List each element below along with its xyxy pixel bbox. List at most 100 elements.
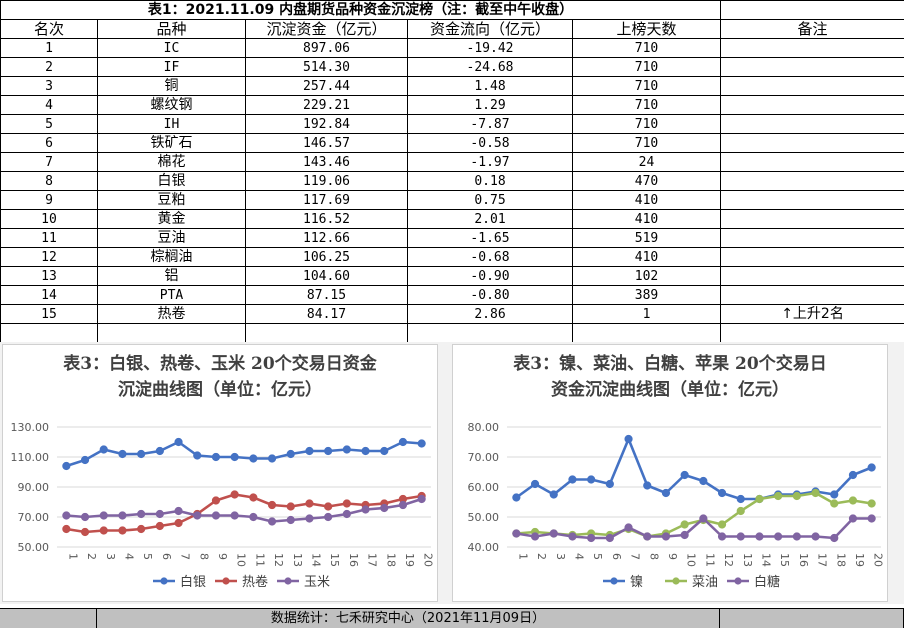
cell-note bbox=[720, 76, 904, 96]
data-point bbox=[380, 446, 389, 456]
data-point bbox=[267, 454, 277, 463]
data-point bbox=[848, 514, 858, 523]
cell-note bbox=[720, 114, 904, 134]
cell-days: 102 bbox=[571, 266, 722, 286]
data-point bbox=[774, 532, 783, 541]
legend-label: 镍 bbox=[630, 575, 643, 590]
x-tick-label: 5 bbox=[591, 553, 604, 560]
fund-ranking-table: 表1：2021.11.09 内盘期货品种资金沉淀榜（注：截至中午收盘） 名次 品… bbox=[0, 0, 904, 343]
cell-flow: -24.68 bbox=[407, 57, 573, 77]
cell-fund: 117.69 bbox=[245, 190, 408, 210]
table-row: 1 IC 897.06 -19.42 710 bbox=[0, 38, 904, 58]
data-point bbox=[99, 526, 108, 535]
legend-marker bbox=[672, 577, 680, 585]
data-point bbox=[755, 532, 764, 541]
data-point bbox=[680, 470, 689, 480]
data-point bbox=[118, 449, 127, 459]
y-tick-label: 70.00 bbox=[18, 511, 50, 524]
cell-name: 热卷 bbox=[97, 304, 246, 324]
data-point bbox=[811, 532, 820, 541]
cell-note bbox=[720, 285, 904, 305]
table-body: 1 IC 897.06 -19.42 710 2 IF 514.30 -24.68 710 3 铜 25… bbox=[0, 38, 904, 324]
data-point bbox=[155, 521, 164, 531]
header-days: 上榜天数 bbox=[571, 19, 722, 39]
data-point bbox=[661, 532, 671, 541]
x-tick-label: 2 bbox=[85, 553, 98, 560]
header-rank: 名次 bbox=[0, 19, 98, 39]
data-point bbox=[342, 499, 351, 508]
chart-left-title: 表3：白银、热卷、玉米 20个交易日资金 沉淀曲线图（单位：亿元） bbox=[3, 351, 437, 403]
cell-fund: 146.57 bbox=[245, 133, 408, 153]
cell-rank: 1 bbox=[0, 38, 98, 58]
cell-rank: 14 bbox=[0, 285, 98, 305]
cell-rank: 3 bbox=[0, 76, 98, 96]
data-point bbox=[267, 500, 277, 510]
cell-rank: 11 bbox=[0, 228, 98, 248]
data-point bbox=[417, 494, 426, 504]
cell-fund: 87.15 bbox=[245, 285, 408, 305]
cell-fund: 192.84 bbox=[245, 114, 408, 134]
table-title: 表1：2021.11.09 内盘期货品种资金沉淀榜（注：截至中午收盘） bbox=[0, 0, 722, 20]
y-tick-label: 110.00 bbox=[11, 451, 50, 464]
data-point bbox=[324, 512, 333, 522]
data-point bbox=[848, 496, 858, 505]
x-tick-label: 20 bbox=[872, 553, 885, 567]
table-row: 2 IF 514.30 -24.68 710 bbox=[0, 57, 904, 77]
cell-note bbox=[720, 38, 904, 58]
data-point bbox=[512, 529, 521, 538]
cell-note bbox=[720, 190, 904, 210]
x-tick-label: 7 bbox=[179, 553, 192, 560]
cell-fund: 106.25 bbox=[245, 247, 408, 267]
x-tick-label: 2 bbox=[535, 553, 548, 560]
x-tick-label: 16 bbox=[797, 553, 810, 567]
table-row: 12 棕榈油 106.25 -0.68 410 bbox=[0, 247, 904, 267]
header-name: 品种 bbox=[97, 19, 246, 39]
cell-name: 铁矿石 bbox=[97, 133, 246, 153]
data-point bbox=[324, 446, 333, 456]
cell-note bbox=[720, 95, 904, 115]
legend-marker bbox=[734, 577, 742, 585]
cell-rank: 5 bbox=[0, 114, 98, 134]
x-tick-label: 12 bbox=[272, 553, 285, 567]
cell-note bbox=[720, 57, 904, 77]
data-point bbox=[118, 511, 127, 520]
cell-fund: 119.06 bbox=[245, 171, 408, 191]
cell-fund: 514.30 bbox=[245, 57, 408, 77]
data-point bbox=[717, 488, 727, 498]
data-point bbox=[661, 488, 671, 498]
legend-label: 玉米 bbox=[304, 575, 330, 590]
cell-days: 1 bbox=[571, 304, 722, 324]
cell-days: 24 bbox=[571, 152, 722, 172]
x-tick-label: 1 bbox=[66, 553, 79, 560]
legend-label: 白糖 bbox=[754, 574, 780, 590]
table-row: 14 PTA 87.15 -0.80 389 bbox=[0, 285, 904, 305]
data-point bbox=[568, 532, 577, 541]
cell-note bbox=[720, 133, 904, 153]
data-point bbox=[530, 532, 540, 541]
cell-flow: 0.18 bbox=[407, 171, 573, 191]
cell-fund: 84.17 bbox=[245, 304, 408, 324]
x-tick-label: 19 bbox=[403, 553, 416, 567]
data-point bbox=[155, 509, 164, 519]
data-point bbox=[118, 526, 127, 535]
cell-flow: 2.86 bbox=[407, 304, 573, 324]
data-point bbox=[230, 452, 239, 462]
x-tick-label: 9 bbox=[216, 553, 229, 560]
footer-bar: 数据统计：七禾研究中心（2021年11月09日） bbox=[0, 608, 904, 628]
data-point bbox=[848, 470, 858, 480]
table-row: 4 螺纹钢 229.21 1.29 710 bbox=[0, 95, 904, 115]
cell-flow: -1.65 bbox=[407, 228, 573, 248]
table-row: 15 热卷 84.17 2.86 1 ↑上升2名 bbox=[0, 304, 904, 324]
cell-flow: -0.90 bbox=[407, 266, 573, 286]
table-title-blank bbox=[720, 0, 904, 20]
y-tick-label: 130.00 bbox=[11, 421, 50, 434]
legend-marker bbox=[222, 577, 230, 585]
data-point bbox=[62, 461, 71, 471]
data-point bbox=[605, 479, 614, 489]
cell-note bbox=[720, 247, 904, 267]
cell-flow: -0.80 bbox=[407, 285, 573, 305]
cell-name: IC bbox=[97, 38, 246, 58]
x-tick-label: 18 bbox=[834, 553, 847, 567]
data-point bbox=[792, 532, 801, 541]
data-point bbox=[830, 499, 839, 508]
